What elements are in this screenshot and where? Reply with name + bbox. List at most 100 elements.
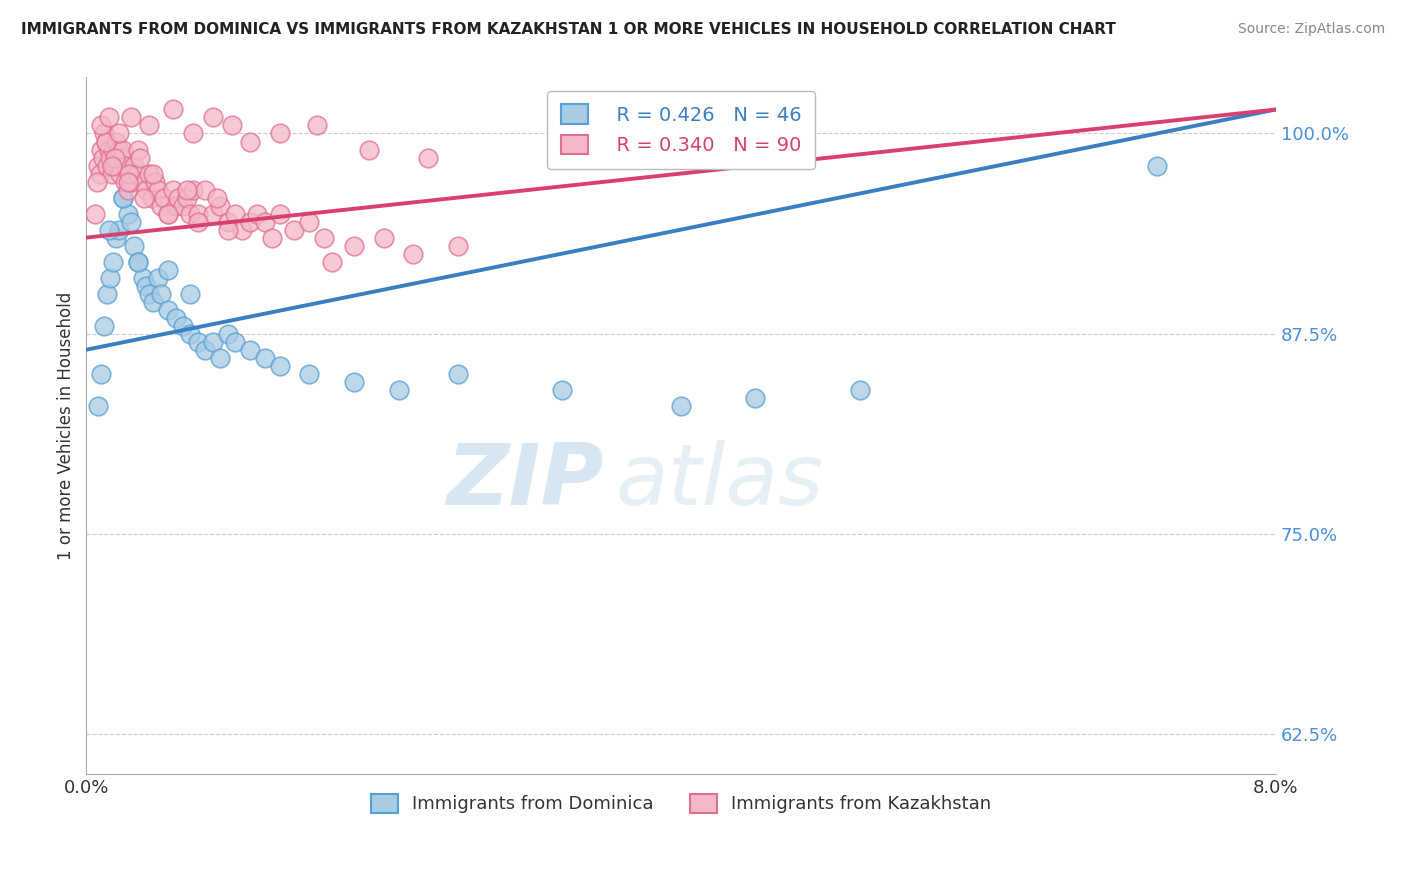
Point (105, 230, 128, 244)
Point (108, 127, 131, 141)
Point (387, 383, 409, 397)
Point (122, 159, 145, 173)
Point (179, 326, 201, 341)
Point (100, 167, 122, 181)
Point (239, 343, 262, 357)
Point (262, 230, 284, 244)
Point (269, 206, 291, 220)
Point (162, 103, 184, 117)
Point (117, 175, 139, 189)
Point (108, 143, 131, 157)
Point (343, 375, 366, 389)
Point (176, 190, 198, 204)
Point (97, 143, 120, 157)
Point (165, 198, 187, 212)
Point (138, 119, 160, 133)
Y-axis label: 1 or more Vehicles in Household: 1 or more Vehicles in Household (58, 292, 75, 560)
Point (138, 286, 160, 301)
Point (127, 254, 149, 268)
Point (101, 254, 124, 268)
Point (93, 127, 115, 141)
Point (1146, 159, 1168, 173)
Point (357, 143, 380, 157)
Text: atlas: atlas (616, 440, 824, 523)
Point (94, 135, 117, 149)
Point (105, 135, 128, 149)
Point (110, 167, 132, 181)
Point (217, 214, 239, 228)
Point (96, 159, 118, 173)
Point (141, 190, 163, 204)
Point (112, 190, 135, 204)
Point (120, 111, 142, 125)
Point (135, 278, 157, 293)
Point (231, 222, 253, 236)
Point (167, 190, 190, 204)
Point (117, 183, 139, 197)
Point (321, 254, 343, 268)
Point (94, 135, 117, 149)
Point (201, 206, 224, 220)
Point (305, 119, 328, 133)
Point (157, 206, 180, 220)
Point (132, 270, 155, 285)
Point (246, 206, 269, 220)
Point (209, 198, 232, 212)
Point (103, 151, 125, 165)
Point (669, 399, 692, 413)
Point (128, 151, 150, 165)
Point (112, 143, 135, 157)
Point (179, 286, 201, 301)
Point (117, 206, 139, 220)
Point (100, 159, 122, 173)
Point (108, 222, 131, 236)
Point (143, 175, 166, 189)
Point (132, 175, 155, 189)
Point (194, 183, 217, 197)
Point (112, 190, 135, 204)
Text: Source: ZipAtlas.com: Source: ZipAtlas.com (1237, 22, 1385, 37)
Point (157, 206, 180, 220)
Point (111, 151, 134, 165)
Point (84, 206, 107, 220)
Legend: Immigrants from Dominica, Immigrants from Kazakhstan: Immigrants from Dominica, Immigrants fro… (360, 783, 1002, 824)
Point (114, 175, 136, 189)
Point (103, 159, 125, 173)
Point (176, 183, 198, 197)
Point (209, 351, 232, 365)
Point (179, 206, 201, 220)
Point (86, 175, 108, 189)
Point (142, 167, 165, 181)
Point (91, 151, 114, 165)
Point (314, 230, 336, 244)
Point (744, 391, 766, 405)
Point (269, 359, 291, 373)
Point (149, 198, 172, 212)
Point (194, 343, 217, 357)
Point (239, 214, 262, 228)
Point (205, 190, 228, 204)
Point (848, 383, 870, 397)
Point (89, 167, 111, 181)
Point (127, 254, 149, 268)
Point (120, 214, 142, 228)
Point (217, 326, 239, 341)
Point (120, 175, 142, 189)
Point (224, 334, 246, 349)
Point (283, 222, 305, 236)
Point (125, 167, 148, 181)
Point (98, 151, 121, 165)
Text: IMMIGRANTS FROM DOMINICA VS IMMIGRANTS FROM KAZAKHSTAN 1 OR MORE VEHICLES IN HOU: IMMIGRANTS FROM DOMINICA VS IMMIGRANTS F… (21, 22, 1116, 37)
Point (97, 111, 120, 125)
Point (298, 214, 321, 228)
Point (201, 111, 224, 125)
Point (217, 222, 239, 236)
Point (98, 270, 121, 285)
Point (149, 286, 172, 301)
Point (134, 190, 156, 204)
Point (90, 119, 112, 133)
Point (298, 367, 321, 381)
Point (87, 159, 110, 173)
Point (107, 159, 129, 173)
Point (418, 151, 440, 165)
